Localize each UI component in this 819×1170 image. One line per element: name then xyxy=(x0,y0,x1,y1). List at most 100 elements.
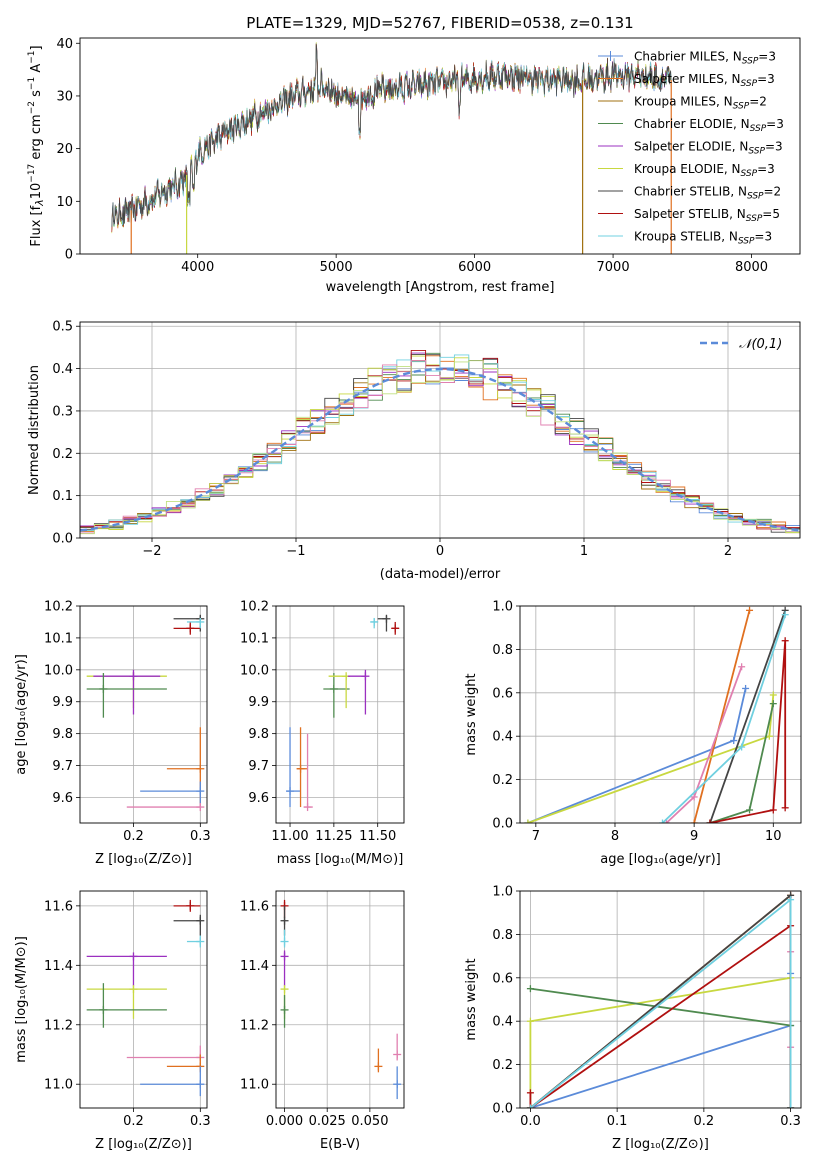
x-tick-label: 0.025 xyxy=(309,1114,346,1129)
y-tick-label: 9.9 xyxy=(248,695,269,710)
y-axis-label: age [log₁₀(age/yr)] xyxy=(14,654,29,775)
weight-line xyxy=(665,666,743,823)
errorbar-point xyxy=(86,985,167,1019)
x-tick-label: 0 xyxy=(436,544,444,559)
y-tick-label: 0.4 xyxy=(492,730,513,745)
errorbar-point xyxy=(393,1033,402,1061)
axes-mass-vs-Z: 0.2 0.3 11.0 11.2 11.4 11.6 Z [log₁₀(Z/Z⊙)] mas… xyxy=(14,890,211,1152)
legend-label: Kroupa STELIB, NSSP=3 xyxy=(634,230,772,247)
errorbar-point xyxy=(393,1066,402,1100)
x-tick-label: 8 xyxy=(611,829,619,844)
y-axis-label: mass [log₁₀(M/M⊙)] xyxy=(14,936,29,1063)
y-tick-label: 0.3 xyxy=(52,404,73,419)
weight-line xyxy=(530,987,792,1108)
y-tick-label: 9.6 xyxy=(52,791,73,806)
spectrum-line-kroupa-elodie xyxy=(111,42,672,234)
errorbar-point xyxy=(328,672,351,709)
y-tick-label: 10.2 xyxy=(240,600,269,615)
y-tick-label: 1.0 xyxy=(492,600,513,615)
y-tick-label: 0.0 xyxy=(492,1102,513,1117)
x-axis-label: age [log₁₀(age/yr)] xyxy=(600,852,721,867)
weight-line xyxy=(661,614,787,823)
weight-line xyxy=(529,976,792,1108)
errorbar-point xyxy=(377,614,391,632)
x-tick-label: 7000 xyxy=(597,260,630,275)
y-tick-label: 11.6 xyxy=(44,899,73,914)
x-tick-label: 0.0 xyxy=(520,1114,541,1129)
x-tick-label: 9 xyxy=(690,829,698,844)
weight-line xyxy=(529,923,792,1108)
y-tick-label: 11.4 xyxy=(240,959,269,974)
errorbar-point xyxy=(173,621,201,635)
x-tick-label: 11.00 xyxy=(271,829,308,844)
x-tick-label: 4000 xyxy=(181,260,214,275)
x-axis-label: Z [log₁₀(Z/Z⊙)] xyxy=(612,1137,709,1152)
x-axis-label: Z [log₁₀(Z/Z⊙)] xyxy=(95,852,192,867)
errorbar-point xyxy=(86,983,167,1028)
y-tick-label: 30 xyxy=(56,89,73,104)
legend-label: Salpeter MILES, NSSP=3 xyxy=(634,72,775,89)
axes-frame xyxy=(79,605,208,824)
y-tick-label: 9.7 xyxy=(52,759,73,774)
y-tick-label: 0.2 xyxy=(52,447,73,462)
y-tick-label: 1.0 xyxy=(492,885,513,900)
x-tick-label: 0.2 xyxy=(123,829,144,844)
errorbar-point xyxy=(86,672,167,709)
plot-area-age-vs-Z xyxy=(86,614,205,812)
y-tick-label: 20 xyxy=(56,142,73,157)
errorbar-point xyxy=(286,727,301,808)
histogram-legend: 𝒩(0,1) xyxy=(700,337,782,352)
spectrum-legend: Chabrier MILES, NSSP=3 Salpeter MILES, NS… xyxy=(598,50,784,247)
axes-mass-weight-vs-Z: 0.0 0.1 0.2 0.3 0.0 0.2 0.4 0.6 0.8 1.0 Z [log₁₀(Z… xyxy=(464,885,802,1152)
legend-label: Chabrier ELODIE, NSSP=3 xyxy=(634,117,784,134)
y-tick-label: 11.2 xyxy=(44,1018,73,1033)
x-axis-label: wavelength [Angstrom, rest frame] xyxy=(326,280,555,295)
y-tick-label: 11.4 xyxy=(44,959,73,974)
errorbar-point xyxy=(303,733,313,812)
x-tick-label: 5000 xyxy=(320,260,353,275)
y-tick-label: 0.4 xyxy=(52,362,73,377)
y-tick-label: 40 xyxy=(56,37,73,52)
axes-mass-weight-vs-age: 7 8 9 10 0.0 0.2 0.4 0.6 0.8 1.0 age [log₁₀(age/yr… xyxy=(464,600,802,867)
y-tick-label: 11.6 xyxy=(240,899,269,914)
y-tick-label: 0.4 xyxy=(492,1015,513,1030)
errorbar-point xyxy=(166,727,205,808)
x-tick-label: 11.25 xyxy=(315,829,352,844)
legend-label: Chabrier MILES, NSSP=3 xyxy=(634,50,776,67)
y-tick-label: 11.0 xyxy=(44,1078,73,1093)
plot-area-mass-vs-Z xyxy=(86,899,205,1097)
figure-title: PLATE=1329, MJD=52767, FIBERID=0538, z=0… xyxy=(246,14,633,32)
errorbar-point xyxy=(370,617,379,629)
x-tick-label: 0.3 xyxy=(190,829,211,844)
x-tick-label: 0.3 xyxy=(780,1114,801,1129)
axes-frame xyxy=(519,890,802,1109)
x-tick-label: 2 xyxy=(724,544,732,559)
x-axis-label: Z [log₁₀(Z/Z⊙)] xyxy=(95,1137,192,1152)
y-axis-label: mass weight xyxy=(464,673,479,755)
spectrum-line-salpeter-elodie xyxy=(111,45,672,230)
x-axis-label: mass [log₁₀(M/M⊙)] xyxy=(277,852,404,867)
axes-frame xyxy=(79,890,208,1109)
y-axis-label: Normed distribution xyxy=(27,365,42,495)
x-tick-label: 10 xyxy=(765,829,782,844)
spectrum-line-chabrier-elodie xyxy=(111,44,672,231)
x-tick-label: 1 xyxy=(580,544,588,559)
axes-residual-hist: −2 −1 0 1 2 0.0 0.1 0.2 0.3 0.4 0.5 (data-model)/er… xyxy=(27,320,801,582)
x-tick-label: 8000 xyxy=(735,260,768,275)
axes-frame xyxy=(275,605,405,824)
spectrum-line-chabrier-stelib xyxy=(111,43,672,228)
x-axis-label: (data-model)/error xyxy=(380,567,501,582)
x-axis-label: E(B-V) xyxy=(320,1137,360,1152)
axes-frame xyxy=(79,321,801,539)
plots: 4000 5000 6000 7000 8000 0 10 20 30 40 wavelength … xyxy=(14,37,802,1152)
errorbar-point xyxy=(173,899,201,912)
errorbar-point xyxy=(173,914,205,936)
x-tick-label: 0.050 xyxy=(351,1114,388,1129)
normal-curve xyxy=(80,367,800,532)
x-tick-label: 6000 xyxy=(458,260,491,275)
x-tick-label: 0.2 xyxy=(123,1114,144,1129)
y-tick-label: 0.6 xyxy=(492,971,513,986)
plot-area-mass-weight-vs-Z xyxy=(526,891,795,1108)
errorbar-point xyxy=(140,781,205,808)
y-tick-label: 9.7 xyxy=(248,759,269,774)
